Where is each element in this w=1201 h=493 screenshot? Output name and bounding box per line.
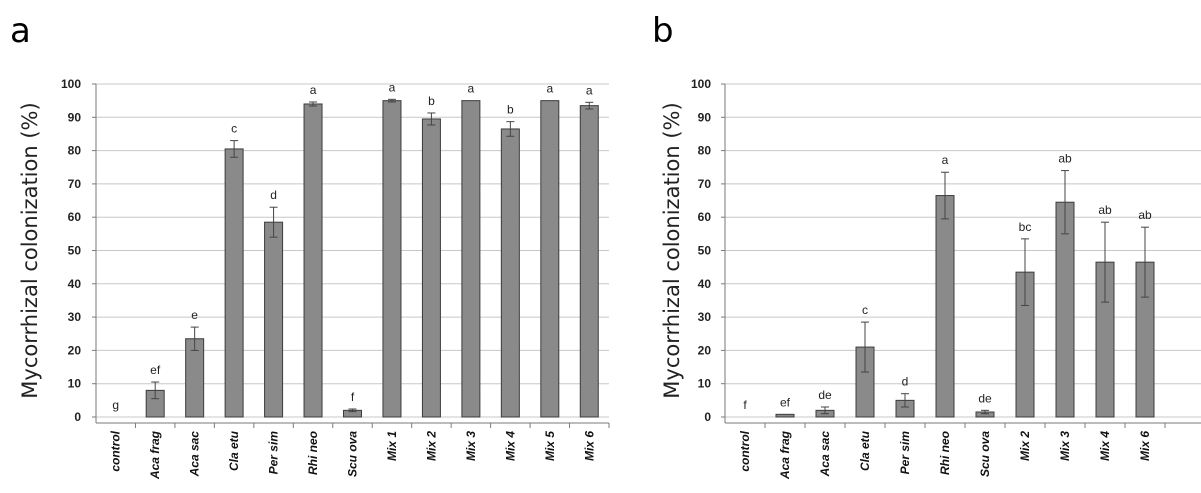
significance-label: d bbox=[902, 375, 909, 389]
significance-label: ab bbox=[1058, 152, 1072, 166]
x-tick-label: Rhi neo bbox=[938, 431, 952, 475]
panel-letter: b bbox=[652, 11, 674, 51]
x-tick-label: Scu ova bbox=[978, 431, 992, 477]
y-tick-label: 30 bbox=[698, 310, 712, 324]
x-tick-label: Cla etu bbox=[227, 430, 241, 471]
bar bbox=[500, 128, 520, 418]
x-tick-label: Mix 6 bbox=[1138, 431, 1152, 461]
y-axis-label: Mycorrhizal colonization (%) bbox=[18, 102, 42, 398]
y-tick-label: 20 bbox=[698, 343, 712, 357]
significance-label: f bbox=[743, 398, 747, 412]
significance-label: c bbox=[231, 122, 237, 136]
y-tick-label: 40 bbox=[68, 277, 82, 291]
x-tick-label: control bbox=[109, 430, 123, 471]
x-tick-label: Mix 2 bbox=[424, 431, 438, 461]
y-tick-label: 70 bbox=[698, 177, 712, 191]
significance-label: a bbox=[310, 83, 317, 97]
x-tick-label: Scu ova bbox=[346, 431, 360, 477]
x-tick-label: control bbox=[738, 430, 752, 471]
y-tick-label: 80 bbox=[698, 144, 712, 158]
significance-label: bc bbox=[1019, 220, 1032, 234]
y-tick-label: 100 bbox=[691, 77, 711, 91]
significance-label: e bbox=[191, 308, 198, 322]
significance-label: b bbox=[428, 94, 435, 108]
x-tick-label: Aca sac bbox=[188, 431, 202, 478]
x-tick-label: Mix 4 bbox=[503, 431, 517, 461]
y-tick-label: 70 bbox=[68, 177, 82, 191]
x-tick-label: Mix 4 bbox=[1098, 431, 1112, 461]
bar bbox=[935, 195, 955, 418]
y-tick-label: 50 bbox=[698, 244, 712, 258]
significance-label: g bbox=[112, 398, 119, 412]
bar bbox=[421, 118, 441, 418]
significance-label: a bbox=[942, 153, 949, 167]
y-tick-label: 10 bbox=[698, 377, 712, 391]
x-tick-label: Aca frag bbox=[778, 430, 792, 480]
bar bbox=[303, 103, 323, 418]
x-tick-label: Mix 3 bbox=[464, 431, 478, 461]
y-tick-label: 20 bbox=[68, 343, 82, 357]
y-tick-label: 10 bbox=[68, 377, 82, 391]
significance-label: ef bbox=[150, 363, 161, 377]
y-tick-label: 0 bbox=[74, 410, 81, 424]
x-tick-label: Aca frag bbox=[148, 430, 162, 480]
significance-label: ab bbox=[1138, 208, 1152, 222]
y-tick-label: 100 bbox=[61, 77, 81, 91]
significance-label: c bbox=[862, 303, 868, 317]
x-tick-label: Aca sac bbox=[818, 431, 832, 478]
x-tick-label: Mix 3 bbox=[1058, 431, 1072, 461]
y-tick-label: 30 bbox=[68, 310, 82, 324]
bar bbox=[382, 100, 402, 418]
significance-label: de bbox=[818, 388, 832, 402]
x-tick-label: Mix 6 bbox=[582, 431, 596, 461]
x-tick-label: Mix 5 bbox=[543, 431, 557, 461]
y-tick-label: 50 bbox=[68, 244, 82, 258]
x-tick-label: Mix 2 bbox=[1018, 431, 1032, 461]
bar bbox=[775, 413, 795, 418]
y-tick-label: 60 bbox=[698, 210, 712, 224]
x-tick-label: Rhi neo bbox=[306, 431, 320, 475]
chart-panel-a: a Mycorrhizal colonization (%) 0 10 20 30 40 50… bbox=[10, 11, 610, 480]
significance-label: ab bbox=[1098, 203, 1112, 217]
significance-label: a bbox=[586, 83, 593, 97]
significance-label: a bbox=[546, 82, 553, 96]
bar bbox=[461, 100, 481, 418]
y-tick-label: 80 bbox=[68, 144, 82, 158]
x-tick-label: Mix 1 bbox=[385, 431, 399, 461]
y-tick-label: 0 bbox=[704, 410, 711, 424]
significance-label: b bbox=[507, 103, 514, 117]
x-tick-label: Cla etu bbox=[858, 430, 872, 471]
significance-label: ef bbox=[780, 395, 791, 409]
x-tick-label: Per sim bbox=[267, 431, 281, 475]
y-tick-label: 60 bbox=[68, 210, 82, 224]
significance-label: a bbox=[389, 80, 396, 94]
significance-label: de bbox=[978, 391, 992, 405]
y-tick-label: 40 bbox=[698, 277, 712, 291]
significance-label: d bbox=[270, 188, 277, 202]
significance-label: f bbox=[351, 390, 355, 404]
significance-label: a bbox=[468, 82, 475, 96]
bar bbox=[264, 221, 284, 418]
y-axis-label: Mycorrhizal colonization (%) bbox=[660, 102, 684, 398]
x-tick-label: Per sim bbox=[898, 431, 912, 475]
bar bbox=[579, 105, 599, 418]
chart-panel-b: b Mycorrhizal colonization (%) 0 10 20 30 40 50… bbox=[652, 11, 1201, 480]
bar bbox=[224, 148, 244, 418]
bar bbox=[1055, 201, 1075, 418]
panel-letter: a bbox=[10, 11, 31, 51]
y-tick-label: 90 bbox=[68, 110, 82, 124]
y-tick-label: 90 bbox=[698, 110, 712, 124]
bar bbox=[540, 100, 560, 418]
